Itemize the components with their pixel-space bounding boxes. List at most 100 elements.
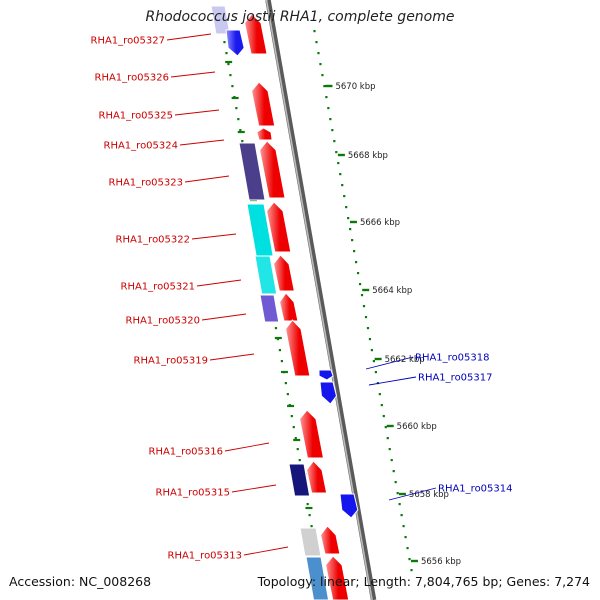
track-dot: [408, 558, 411, 561]
track-dot: [235, 107, 238, 110]
track-dot: [382, 415, 385, 418]
track-dot: [339, 173, 342, 176]
gene-label-rha1_ro05319: RHA1_ro05319: [134, 356, 209, 367]
scale-tick-label: 5662 kbp: [385, 355, 425, 365]
gene-label-rha1_ro05317: RHA1_ro05317: [418, 373, 493, 384]
track-dot: [308, 514, 311, 517]
neighbour-gene-navy: [288, 463, 311, 497]
neighbour-gene-steelblue: [305, 556, 330, 600]
gene-label-rha1_ro05320: RHA1_ro05320: [126, 316, 201, 327]
right-gene-labels: RHA1_ro05318 RHA1_ro05317 RHA1_ro05314: [365, 353, 513, 501]
gene-label-rha1_ro05326: RHA1_ro05326: [95, 73, 170, 84]
track-dot: [356, 272, 360, 275]
gene-label-rha1_ro05327: RHA1_ro05327: [91, 36, 166, 47]
scale-tick-label: 5664 kbp: [372, 286, 412, 296]
scale-tick-label: 5656 kbp: [421, 557, 461, 567]
reverse-gene-ro05314: [339, 493, 359, 519]
track-dot: [313, 30, 316, 33]
track-dot: [294, 437, 297, 440]
gene-leader-line: [174, 109, 220, 116]
gene-leader-line: [365, 356, 414, 370]
track-dot: [278, 349, 282, 352]
forward-gene-ro05325: [251, 81, 276, 127]
track-dot: [241, 140, 244, 143]
track-dot: [292, 426, 295, 429]
track-dot: [333, 140, 336, 143]
forward-gene-ro05313: [320, 525, 341, 555]
forward-gene-bottom: [325, 555, 350, 600]
track-dot: [396, 492, 399, 495]
neighbour-gene-slate: [238, 142, 266, 201]
scale-tick-label: 5660 kbp: [397, 422, 437, 432]
track-dot: [280, 360, 283, 363]
track-dot: [327, 107, 330, 110]
track-dot: [335, 151, 338, 154]
scale-tick-label: 5658 kbp: [409, 490, 449, 500]
gene-leader-line: [201, 313, 247, 321]
genome-summary-text: Topology: linear; Length: 7,804,765 bp; …: [257, 574, 590, 589]
track-dot: [410, 569, 413, 572]
gene-features: [210, 5, 359, 600]
neighbour-gene-cyan-1: [246, 203, 274, 257]
forward-gene-ro05322: [266, 201, 292, 253]
track-dot: [225, 52, 228, 55]
gene-label-rha1_ro05318: RHA1_ro05318: [415, 353, 490, 364]
track-dot: [315, 41, 318, 44]
gene-label-rha1_ro05322: RHA1_ro05322: [116, 235, 191, 246]
gene-leader-line: [184, 175, 230, 183]
forward-gene-ro05315: [306, 460, 328, 494]
right-dotted-track: [313, 30, 413, 572]
track-dot: [325, 96, 328, 99]
neighbour-gene-cyan-2: [254, 255, 278, 295]
gene-leader-line: [231, 484, 277, 493]
track-dot: [398, 503, 401, 506]
track-dot: [227, 63, 230, 66]
gene-leader-line: [196, 279, 242, 287]
gene-label-rha1_ro05313: RHA1_ro05313: [168, 551, 243, 562]
track-dot: [368, 338, 372, 341]
track-dot: [394, 481, 397, 484]
track-dot: [392, 470, 395, 473]
track-dot: [362, 305, 366, 308]
track-dot: [296, 448, 299, 451]
gene-label-rha1_ro05324: RHA1_ro05324: [104, 141, 179, 152]
forward-gene-ro05319: [285, 319, 311, 377]
track-dot: [331, 129, 334, 132]
forward-gene-ro05321: [273, 254, 295, 292]
track-dot: [231, 85, 234, 88]
gene-label-rha1_ro05325: RHA1_ro05325: [99, 111, 174, 122]
track-dot: [374, 371, 377, 374]
scale-tick-label: 5670 kbp: [335, 82, 375, 92]
gene-leader-line: [243, 546, 289, 556]
track-dot: [406, 547, 409, 550]
gene-label-rha1_ro05316: RHA1_ro05316: [149, 447, 224, 458]
neighbour-gene-grey: [299, 527, 322, 557]
gene-leader-line: [170, 71, 216, 78]
track-dot: [310, 525, 313, 528]
gene-leader-line: [166, 33, 212, 41]
scale-tick-label: 5668 kbp: [348, 151, 388, 161]
track-dot: [402, 525, 405, 528]
track-dot: [237, 118, 240, 121]
track-dot: [321, 74, 324, 77]
gene-label-rha1_ro05315: RHA1_ro05315: [156, 488, 231, 499]
forward-gene-ro05324: [256, 127, 273, 141]
track-dot: [345, 206, 348, 209]
track-dot: [370, 349, 374, 352]
gene-label-rha1_ro05321: RHA1_ro05321: [121, 282, 196, 293]
gene-leader-line: [388, 487, 437, 501]
track-dot: [351, 239, 354, 242]
track-dot: [274, 327, 278, 330]
genome-backbone: [265, 0, 377, 600]
track-dot: [384, 426, 387, 429]
track-dot: [319, 63, 322, 66]
track-dot: [317, 52, 320, 55]
track-dot: [380, 404, 383, 407]
forward-gene-ro05327: [244, 13, 268, 55]
track-dot: [323, 85, 326, 88]
track-dot: [388, 448, 391, 451]
track-dot: [306, 503, 309, 506]
track-dot: [347, 217, 350, 220]
track-dot: [349, 228, 352, 231]
